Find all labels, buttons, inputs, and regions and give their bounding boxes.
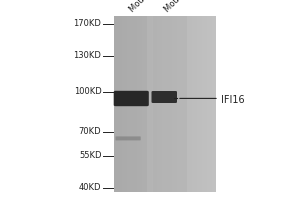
FancyBboxPatch shape xyxy=(116,136,141,140)
Text: 170KD: 170KD xyxy=(74,20,101,28)
Text: Mouse spleen: Mouse spleen xyxy=(127,0,175,14)
FancyBboxPatch shape xyxy=(114,91,149,106)
Text: 70KD: 70KD xyxy=(79,128,101,136)
Text: Mouse lung: Mouse lung xyxy=(163,0,204,14)
Text: IFI16: IFI16 xyxy=(220,95,244,105)
FancyBboxPatch shape xyxy=(152,91,177,103)
Text: 100KD: 100KD xyxy=(74,88,101,97)
Text: 55KD: 55KD xyxy=(79,152,101,160)
Text: 130KD: 130KD xyxy=(74,51,101,60)
Text: 40KD: 40KD xyxy=(79,184,101,192)
